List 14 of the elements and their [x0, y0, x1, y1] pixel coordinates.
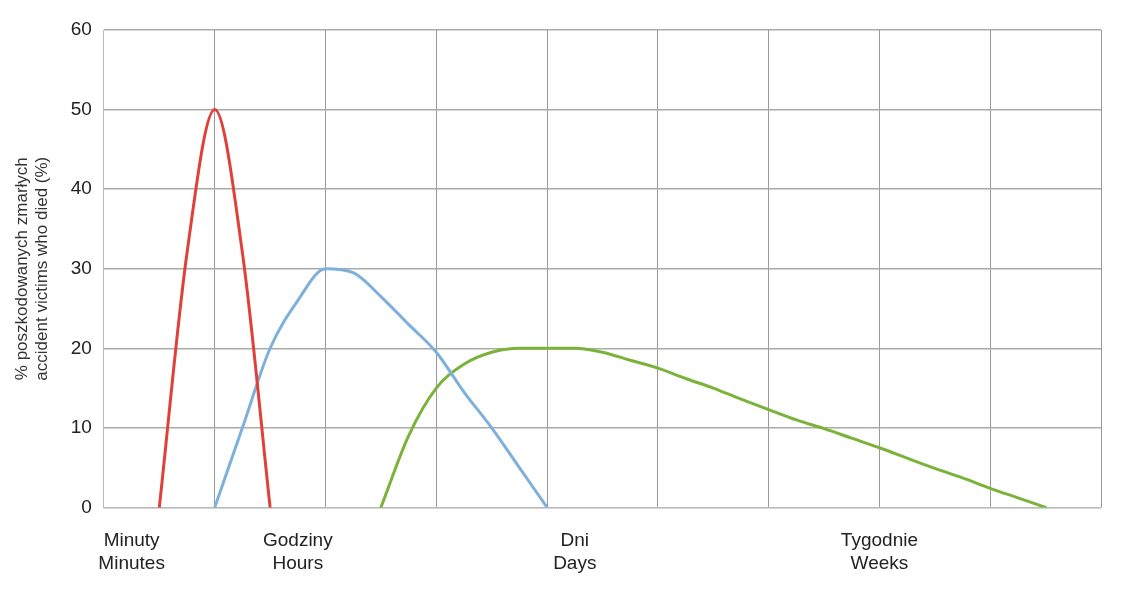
x-tick-label: Dni Days — [553, 529, 597, 573]
line-series — [213, 267, 549, 508]
line-series — [379, 346, 1048, 508]
y-tick-label: 10 — [70, 416, 92, 438]
y-tick-label: 60 — [70, 18, 92, 40]
y-tick-label: 0 — [81, 495, 92, 517]
x-tick-label: Godziny Hours — [262, 529, 334, 573]
x-tick-label: Minuty Minutes — [98, 529, 165, 573]
y-axis-title: % poszkodowanych zmarłych accident victims who died (%) — [11, 156, 52, 381]
y-tick-label: 50 — [70, 97, 92, 119]
y-tick-label: 30 — [70, 256, 92, 278]
y-tick-label: 20 — [70, 336, 92, 358]
y-tick-label: 40 — [70, 177, 92, 199]
x-tick-label: Tygodnie Weeks — [840, 529, 918, 573]
